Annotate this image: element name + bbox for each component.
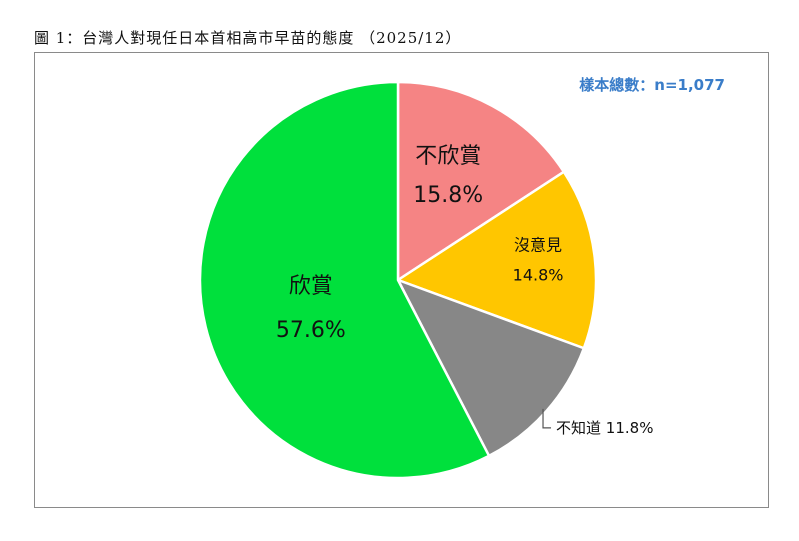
slice-value-dont-know: 11.8%	[601, 419, 653, 437]
pie-slice-dont-know	[395, 277, 586, 458]
slice-label-not-appreciate: 不欣賞	[415, 144, 481, 169]
slice-value-appreciate: 57.6%	[276, 318, 346, 343]
figure-title: 圖 1：台灣人對現任日本首相高市早苗的態度 （2025/12）	[34, 29, 462, 47]
pie-slice-not-appreciate	[396, 80, 566, 283]
slice-value-no-opinion: 14.8%	[513, 265, 564, 284]
callout-line-dont-know	[542, 408, 552, 429]
slice-label-appreciate: 欣賞	[289, 274, 333, 299]
slice-label-no-opinion: 沒意見	[514, 235, 562, 254]
pie-slice-appreciate	[198, 80, 491, 480]
slice-callout-dont-know: 不知道 11.8%	[556, 419, 653, 437]
slice-value-not-appreciate: 15.8%	[413, 183, 483, 208]
pie-slice-no-opinion	[395, 170, 598, 350]
slice-label-dont-know: 不知道	[556, 419, 601, 437]
sample-size-label: 樣本總數：n=1,077	[579, 76, 725, 94]
